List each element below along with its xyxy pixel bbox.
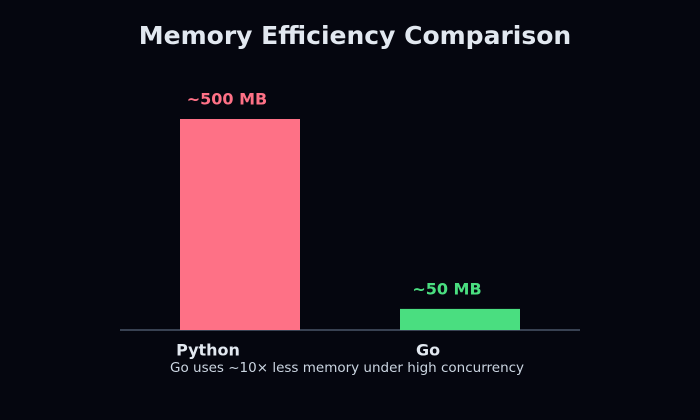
caption: Go uses ~10× less memory under high conc… [170, 360, 524, 376]
bar [400, 308, 520, 330]
bar [180, 119, 300, 330]
x-tick-label: Python [176, 341, 240, 360]
x-tick-label: Go [416, 341, 440, 360]
value-label: ~50 MB [412, 279, 481, 298]
value-label: ~500 MB [187, 90, 268, 109]
chart-title: Memory Efficiency Comparison [139, 21, 571, 50]
